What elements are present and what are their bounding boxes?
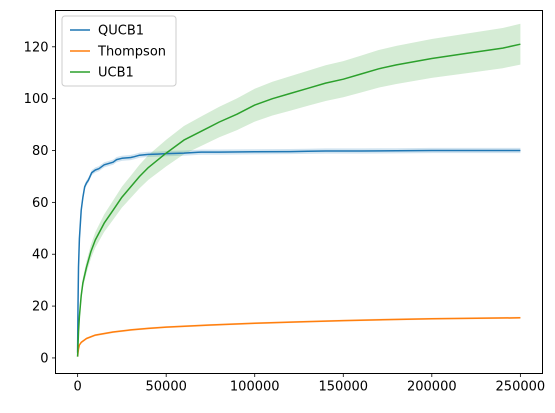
x-tick-label: 50000: [146, 380, 187, 395]
series-line-ucb1: [76, 43, 521, 357]
x-tick-label: 200000: [407, 380, 457, 395]
y-tick-label: 40: [32, 248, 49, 263]
y-tick-label: 100: [24, 92, 49, 107]
x-axis: 0 50000 100000 150000 200000 250000: [73, 373, 546, 395]
y-tick-label: 80: [32, 144, 49, 159]
y-tick-label: 0: [40, 351, 48, 366]
y-axis: 0 20 40 60 80 100 120: [24, 40, 56, 366]
series-line-thompson: [76, 317, 521, 357]
legend-label-thompson: Thompson: [97, 45, 166, 60]
legend-label-qucb1: QUCB1: [98, 24, 144, 39]
legend-box: [61, 15, 177, 87]
y-tick-label: 60: [32, 196, 49, 211]
x-tick-label: 100000: [230, 380, 280, 395]
series-lines: [76, 43, 521, 357]
y-tick-label: 20: [32, 300, 49, 315]
x-tick-label: 0: [73, 380, 81, 395]
legend: QUCB1 Thompson UCB1: [61, 15, 177, 87]
legend-label-ucb1: UCB1: [98, 66, 134, 81]
plot-frame: [55, 10, 543, 374]
x-tick-label: 150000: [318, 380, 368, 395]
series-band-thompson: [77, 316, 521, 358]
y-tick-label: 120: [24, 40, 49, 55]
x-tick-label: 250000: [496, 380, 546, 395]
series-line-qucb1: [76, 149, 521, 353]
